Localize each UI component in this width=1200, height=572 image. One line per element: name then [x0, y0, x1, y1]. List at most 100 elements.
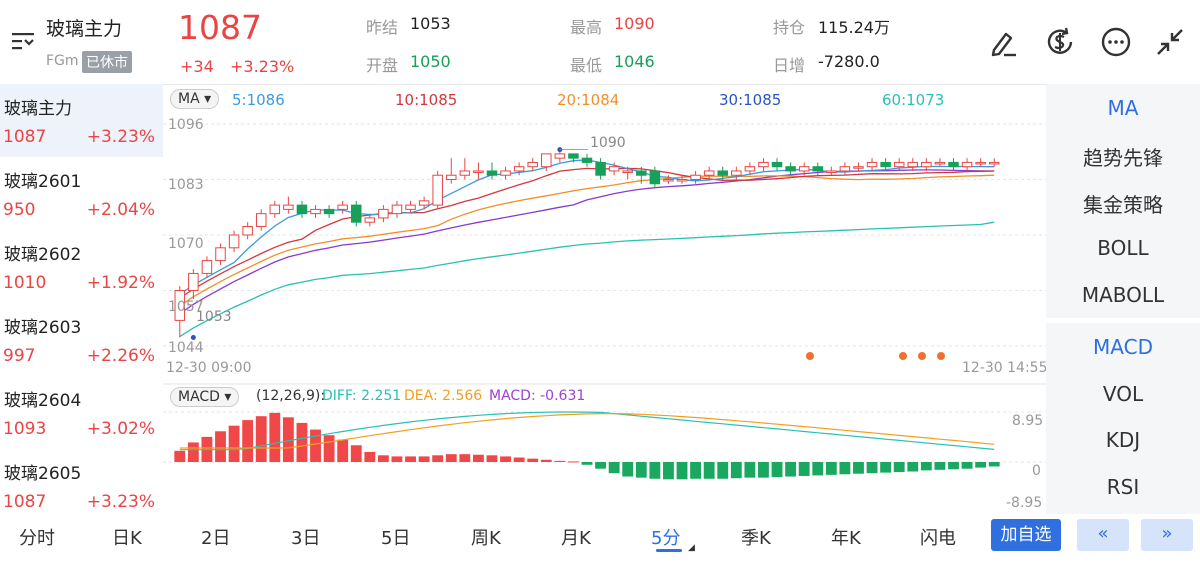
candle-body	[961, 161, 973, 168]
macd-bar	[703, 462, 715, 479]
ma5-line	[179, 159, 995, 295]
contract-name: 玻璃主力	[4, 99, 72, 119]
indicator-macd[interactable]: MACD	[1093, 335, 1153, 359]
tab-5min[interactable]: 5分	[651, 528, 681, 549]
contract-item-2602[interactable]: 玻璃2602 1010 +1.92%	[0, 230, 163, 303]
macd-bar	[472, 454, 484, 462]
draw-icon[interactable]	[986, 24, 1022, 60]
candle-body	[255, 213, 267, 227]
main-indicator-selector[interactable]: MA ▾	[170, 89, 220, 109]
candle-body	[866, 161, 878, 168]
contract-title[interactable]: 玻璃主力	[46, 18, 123, 40]
quote-label-low: 最低	[570, 56, 603, 75]
quote-label-open-interest: 持仓	[773, 18, 806, 37]
candle-body	[350, 204, 362, 223]
candle-body	[554, 153, 566, 159]
contract-name: 玻璃2602	[4, 245, 82, 265]
contract-item-2601[interactable]: 玻璃2601 950 +2.04%	[0, 157, 163, 230]
tab-monthly[interactable]: 月K	[561, 528, 591, 549]
contract-item-main[interactable]: 玻璃主力 1087 +3.23%	[0, 84, 163, 157]
candle-body	[608, 166, 620, 172]
quote-label-daily-change: 日增	[773, 56, 806, 75]
contract-change: +3.23%	[86, 492, 155, 512]
macd-bar	[187, 442, 199, 462]
collapse-icon[interactable]	[1152, 24, 1188, 60]
contract-price: 997	[3, 346, 36, 366]
contract-change: +1.92%	[86, 273, 155, 293]
candle-body	[378, 208, 389, 219]
contract-price: 1010	[3, 273, 47, 293]
tab-yearly[interactable]: 年K	[831, 528, 861, 549]
indicator-panel: MA 趋势先锋 集金策略 BOLL MABOLL MACD VOL KDJ RS…	[1046, 84, 1200, 514]
candle-body	[934, 161, 946, 165]
low-marker	[190, 334, 196, 340]
contract-item-2604[interactable]: 玻璃2604 1093 +3.02%	[0, 376, 163, 449]
indicator-ma[interactable]: MA	[1107, 96, 1139, 120]
quote-label-open: 开盘	[366, 56, 399, 75]
kline-chart[interactable]	[163, 84, 1046, 516]
tab-selected-indicator	[656, 549, 682, 552]
macd-bar	[785, 462, 797, 477]
tab-3day[interactable]: 3日	[291, 528, 321, 549]
tab-lightning[interactable]: 闪电	[920, 528, 956, 549]
macd-bar	[500, 456, 511, 462]
tab-daily[interactable]: 日K	[112, 528, 142, 549]
indicator-kdj[interactable]: KDJ	[1105, 428, 1141, 452]
macd-bar	[174, 450, 186, 462]
tab-2day[interactable]: 2日	[201, 528, 231, 549]
contract-item-2603[interactable]: 玻璃2603 997 +2.26%	[0, 303, 163, 376]
macd-bar	[961, 462, 973, 469]
tab-weekly[interactable]: 周K	[471, 528, 501, 549]
tab-dropdown-icon[interactable]: ◢	[688, 543, 695, 553]
diff-line	[179, 411, 995, 451]
macd-bar	[377, 455, 389, 462]
prev-button[interactable]: «	[1077, 519, 1129, 551]
macd-bar	[920, 462, 932, 471]
candle-body	[486, 170, 498, 176]
currency-icon[interactable]	[1042, 24, 1078, 60]
indicator-gold-strategy[interactable]: 集金策略	[1083, 193, 1163, 217]
quote-label-high: 最高	[570, 18, 603, 37]
candle-body	[663, 179, 674, 182]
macd-diff: DIFF: 2.251	[322, 388, 402, 404]
next-button[interactable]: »	[1141, 519, 1193, 551]
candle-body	[595, 161, 606, 176]
event-dot	[899, 352, 907, 360]
price-change-pct: +3.23%	[230, 57, 295, 76]
macd-bar	[296, 422, 308, 462]
list-menu-icon[interactable]	[10, 30, 36, 52]
macd-bar	[880, 462, 892, 473]
macd-bar	[866, 462, 878, 474]
macd-bar	[350, 445, 362, 462]
sub-indicator-selector[interactable]: MACD ▾	[170, 387, 240, 407]
quote-value-open: 1050	[410, 52, 451, 71]
candle-body	[798, 166, 810, 172]
candle-body	[690, 174, 701, 180]
y-tick: 1083	[168, 177, 204, 193]
ma60-line	[179, 221, 995, 338]
panel-divider	[1046, 318, 1200, 323]
candle-body	[636, 170, 647, 176]
macd-dea: DEA: 2.566	[404, 388, 483, 404]
macd-bar	[730, 462, 742, 479]
candle-body	[283, 204, 294, 210]
tab-5day[interactable]: 5日	[381, 528, 411, 549]
indicator-maboll[interactable]: MABOLL	[1081, 283, 1165, 307]
candle-body	[703, 170, 715, 176]
contract-item-2605[interactable]: 玻璃2605 1087 +3.23%	[0, 449, 163, 522]
quote-value-daily-change: -7280.0	[818, 52, 880, 71]
macd-bar	[215, 431, 226, 462]
macd-bar	[228, 425, 240, 462]
indicator-trend-pioneer[interactable]: 趋势先锋	[1083, 146, 1163, 170]
indicator-vol[interactable]: VOL	[1102, 382, 1144, 406]
indicator-rsi[interactable]: RSI	[1106, 475, 1140, 499]
tab-quarterly[interactable]: 季K	[741, 528, 771, 549]
add-favorite-button[interactable]: 加自选	[991, 519, 1061, 551]
event-dot	[918, 352, 926, 360]
indicator-boll[interactable]: BOLL	[1097, 236, 1149, 260]
macd-bar	[975, 462, 987, 468]
start-time: 12-30 09:00	[166, 360, 252, 376]
more-icon[interactable]	[1098, 24, 1134, 60]
tab-intraday[interactable]: 分时	[19, 528, 55, 549]
